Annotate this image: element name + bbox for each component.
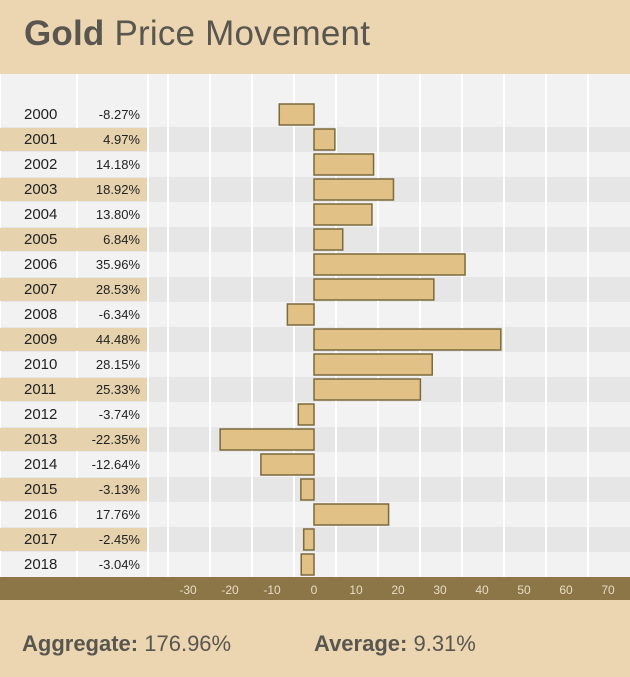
axis-band xyxy=(0,577,630,600)
x-tick-label: -20 xyxy=(221,583,239,597)
value-label: 14.18% xyxy=(96,157,141,172)
row-stripe xyxy=(0,402,630,427)
year-label: 2009 xyxy=(24,331,57,348)
x-tick-label: 60 xyxy=(559,583,573,597)
row-label-highlight xyxy=(0,428,147,451)
row-stripe xyxy=(0,552,630,577)
x-tick-label: 40 xyxy=(475,583,489,597)
row-label-highlight xyxy=(0,278,147,301)
value-label: 18.92% xyxy=(96,182,141,197)
bar-2013 xyxy=(219,428,315,451)
x-tick-label: 70 xyxy=(601,583,615,597)
bar-2010 xyxy=(313,353,433,376)
year-label: 2008 xyxy=(24,306,57,323)
title-rest: Price Movement xyxy=(114,14,371,53)
x-tick-label: -30 xyxy=(179,583,197,597)
year-label: 2017 xyxy=(24,531,57,548)
bar-2005 xyxy=(313,228,344,251)
value-label: 6.84% xyxy=(103,232,140,247)
value-label: -6.34% xyxy=(99,307,141,322)
aggregate-stat: Aggregate: 176.96% xyxy=(22,631,231,657)
value-label: -8.27% xyxy=(99,107,141,122)
value-label: -3.04% xyxy=(99,557,141,572)
x-tick-label: 50 xyxy=(517,583,531,597)
value-label: 17.76% xyxy=(96,507,141,522)
x-tick-label: 0 xyxy=(311,583,318,597)
x-tick-label: 30 xyxy=(433,583,447,597)
year-label: 2010 xyxy=(24,356,57,373)
year-label: 2004 xyxy=(24,206,57,223)
year-label: 2006 xyxy=(24,256,57,273)
aggregate-label: Aggregate: xyxy=(22,631,139,656)
value-label: 28.15% xyxy=(96,357,141,372)
year-label: 2018 xyxy=(24,556,57,573)
row-label-highlight xyxy=(0,128,147,151)
row-label-highlight xyxy=(0,478,147,501)
bar-2000 xyxy=(278,103,315,126)
year-label: 2000 xyxy=(24,106,57,123)
value-label: 13.80% xyxy=(96,207,141,222)
value-label: -12.64% xyxy=(92,457,141,472)
row-stripe xyxy=(0,452,630,477)
value-label: -22.35% xyxy=(92,432,141,447)
x-tick-label: 20 xyxy=(391,583,405,597)
x-tick-label: 10 xyxy=(349,583,363,597)
value-label: -3.13% xyxy=(99,482,141,497)
year-label: 2002 xyxy=(24,156,57,173)
year-label: 2014 xyxy=(24,456,57,473)
row-label-highlight xyxy=(0,178,147,201)
average-stat: Average: 9.31% xyxy=(314,631,476,657)
row-label-highlight xyxy=(0,378,147,401)
year-label: 2005 xyxy=(24,231,57,248)
bar-2017 xyxy=(302,528,315,551)
header: Gold Price Movement xyxy=(0,0,630,74)
value-label: 35.96% xyxy=(96,257,141,272)
bar-2016 xyxy=(313,503,390,526)
year-label: 2011 xyxy=(24,381,56,398)
year-label: 2003 xyxy=(24,181,57,198)
bar-2014 xyxy=(260,453,315,476)
year-label: 2015 xyxy=(24,481,57,498)
year-label: 2012 xyxy=(24,406,57,423)
bar-2009 xyxy=(313,328,502,351)
year-label: 2013 xyxy=(24,431,57,448)
value-label: 44.48% xyxy=(96,332,141,347)
page-title: Gold Price Movement xyxy=(24,14,370,54)
year-label: 2016 xyxy=(24,506,57,523)
bar-2011 xyxy=(313,378,422,401)
bar-2004 xyxy=(313,203,373,226)
bar-2001 xyxy=(313,128,336,151)
x-tick-label: -10 xyxy=(263,583,281,597)
bar-2018 xyxy=(300,553,315,576)
bar-2015 xyxy=(300,478,315,501)
row-stripe xyxy=(0,302,630,327)
bar-2006 xyxy=(313,253,466,276)
footer: Aggregate: 176.96% Average: 9.31% xyxy=(0,600,630,677)
bar-2002 xyxy=(313,153,375,176)
year-label: 2001 xyxy=(24,131,57,148)
value-label: -2.45% xyxy=(99,532,141,547)
average-value: 9.31% xyxy=(413,631,476,656)
value-label: -3.74% xyxy=(99,407,141,422)
chart: 2000 -8.27% 2001 4.97% 2002 14.18% 2003 18.92% 2… xyxy=(0,74,630,600)
average-label: Average: xyxy=(314,631,408,656)
title-bold: Gold xyxy=(24,14,105,53)
row-label-highlight xyxy=(0,228,147,251)
value-label: 25.33% xyxy=(96,382,141,397)
bar-2008 xyxy=(286,303,315,326)
row-stripe xyxy=(0,102,630,127)
bar-2003 xyxy=(313,178,395,201)
bar-2007 xyxy=(313,278,435,301)
year-label: 2007 xyxy=(24,281,57,298)
value-label: 4.97% xyxy=(103,132,140,147)
aggregate-value: 176.96% xyxy=(144,631,232,656)
row-label-highlight xyxy=(0,528,147,551)
bar-2012 xyxy=(297,403,315,426)
row-label-highlight xyxy=(0,328,147,351)
value-label: 28.53% xyxy=(96,282,141,297)
